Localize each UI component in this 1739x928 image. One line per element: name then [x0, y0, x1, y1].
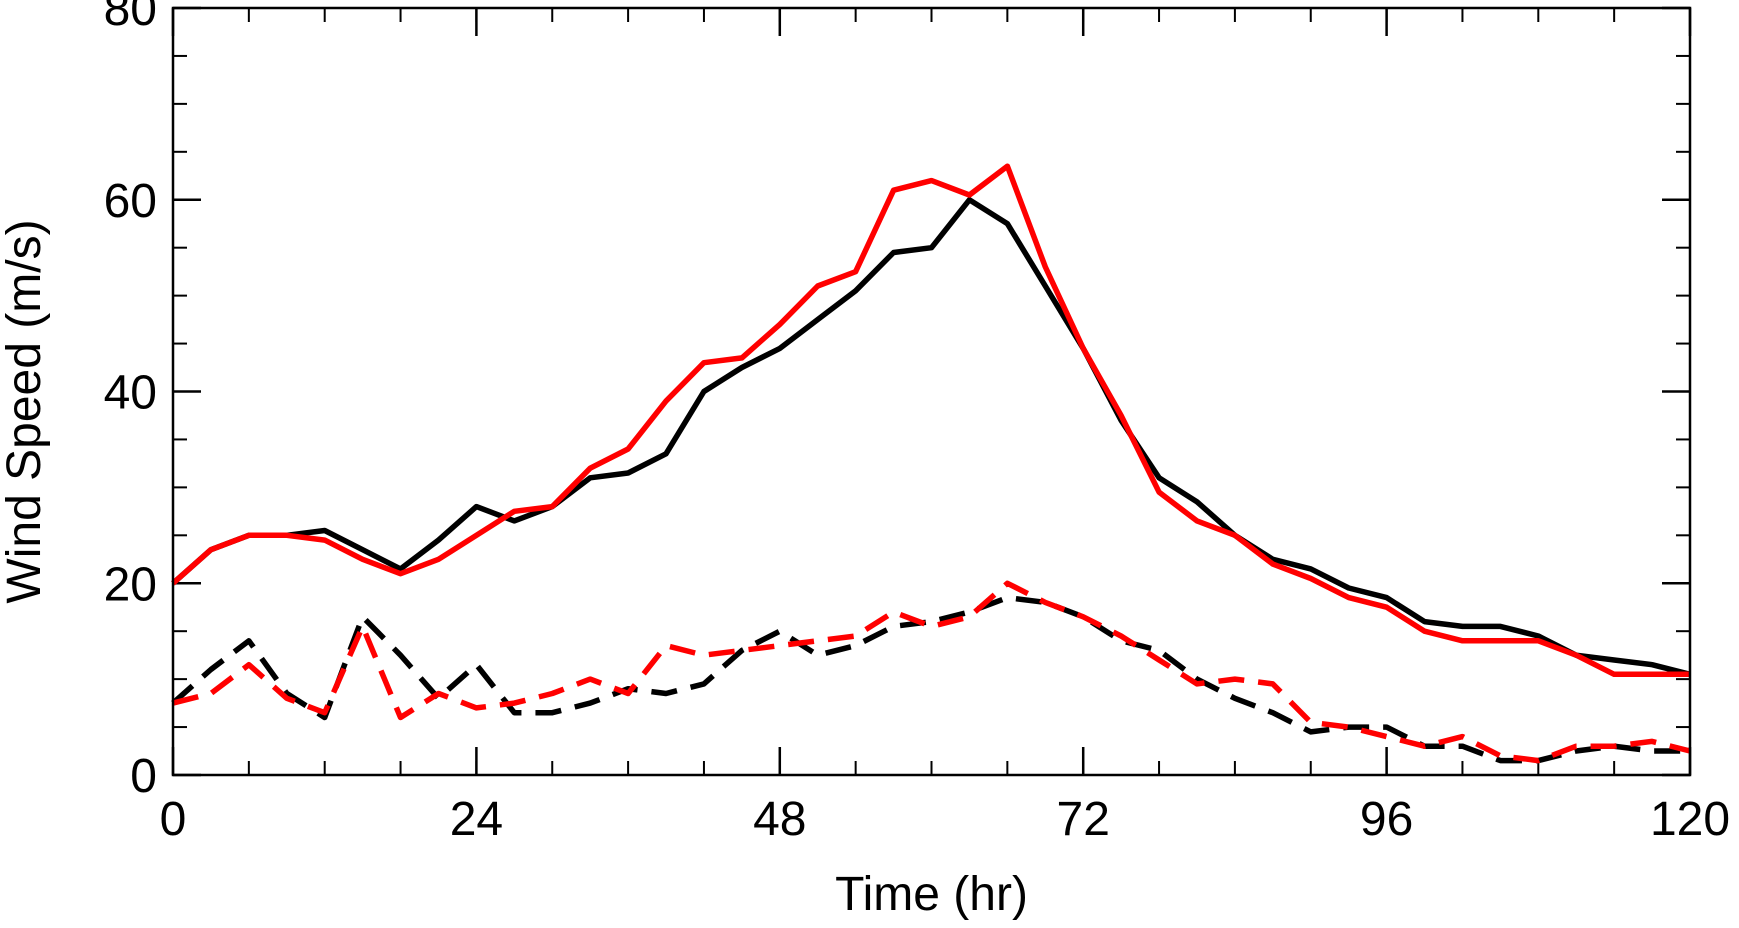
- series-line-4: [172, 580, 1691, 764]
- y-tick-label: 0: [130, 750, 157, 803]
- y-tick-label: 20: [104, 558, 157, 611]
- y-tick-labels: 0 20 40 60 80: [104, 0, 157, 803]
- series-line-3: [171, 594, 1690, 764]
- series-line-1: [171, 197, 1691, 677]
- x-axis-title: Time (hr): [835, 868, 1028, 921]
- x-tick-labels: 0 24 48 72 96 120: [160, 793, 1730, 846]
- y-tick-label: 80: [104, 0, 157, 36]
- x-tick-label: 72: [1057, 793, 1110, 846]
- plot-frame: [171, 6, 1692, 777]
- minor-ticks: [172, 7, 1691, 776]
- x-tick-label: 96: [1360, 793, 1413, 846]
- series-line-2: [171, 163, 1690, 678]
- y-axis-title: Wind Speed (m/s): [0, 219, 51, 603]
- y-tick-label: 40: [104, 367, 157, 420]
- major-ticks: [171, 6, 1692, 777]
- y-tick-label: 60: [104, 175, 157, 228]
- x-tick-label: 0: [160, 793, 187, 846]
- x-tick-label: 48: [753, 793, 806, 846]
- series-layer: [171, 163, 1691, 764]
- x-tick-label: 24: [450, 793, 503, 846]
- x-tick-label: 120: [1650, 793, 1730, 846]
